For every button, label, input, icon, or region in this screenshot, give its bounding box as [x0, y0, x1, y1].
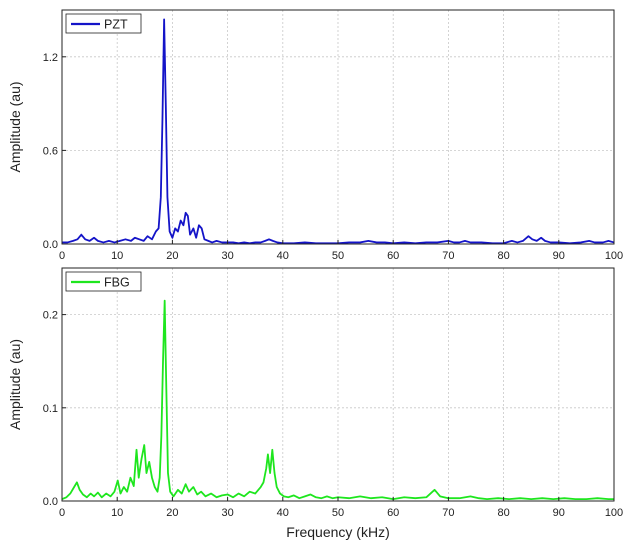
x-tick-label: 10 — [111, 250, 123, 262]
x-tick-label: 50 — [332, 250, 344, 262]
series-line-pzt — [62, 18, 615, 245]
x-tick-label: 100 — [605, 250, 623, 262]
x-tick-label: 40 — [277, 250, 289, 262]
x-tick-label: 10 — [111, 507, 123, 519]
x-tick-label: 40 — [277, 507, 289, 519]
x-tick-label: 50 — [332, 507, 344, 519]
x-tick-label: 0 — [59, 507, 65, 519]
legend-box — [65, 271, 142, 292]
legend-label-pzt: PZT — [104, 18, 128, 32]
legend: FBG — [65, 271, 142, 292]
x-tick-label: 20 — [166, 507, 178, 519]
x-tick-label: 70 — [442, 507, 454, 519]
x-tick-label: 20 — [166, 250, 178, 262]
x-tick-label: 100 — [605, 507, 623, 519]
x-tick-label: 60 — [387, 250, 399, 262]
top-panel: 0 10 20 30 40 50 60 70 80 90 100 0.0 0.6 1.2 Amplitude… — [7, 9, 623, 262]
legend-label-fbg: FBG — [104, 276, 130, 290]
y-tick-label: 1.2 — [43, 52, 58, 64]
x-tick-label: 80 — [497, 507, 509, 519]
x-axis-label: Frequency (kHz) — [286, 524, 389, 540]
x-tick-label: 90 — [553, 250, 565, 262]
x-tick-label: 30 — [221, 507, 233, 519]
x-tick-label: 0 — [59, 250, 65, 262]
x-tick-label: 90 — [553, 507, 565, 519]
y-tick-label: 0.2 — [43, 310, 58, 322]
bottom-panel: 0 10 20 30 40 50 60 70 80 90 100 0.0 0.1 0.2 Amplitude… — [7, 267, 623, 540]
y-tick-label: 0.1 — [43, 403, 58, 415]
y-tick-label: 0.6 — [43, 145, 58, 157]
x-tick-label: 80 — [497, 250, 509, 262]
x-tick-label: 70 — [442, 250, 454, 262]
y-tick-label: 0.0 — [43, 239, 58, 251]
y-axis-label: Amplitude (au) — [7, 339, 23, 430]
y-tick-label: 0.0 — [43, 496, 58, 508]
y-axis-label: Amplitude (au) — [7, 81, 23, 172]
x-tick-label: 30 — [221, 250, 233, 262]
series-line-fbg — [61, 299, 614, 501]
legend: PZT — [65, 13, 142, 34]
legend-box — [65, 13, 142, 34]
x-tick-label: 60 — [387, 507, 399, 519]
